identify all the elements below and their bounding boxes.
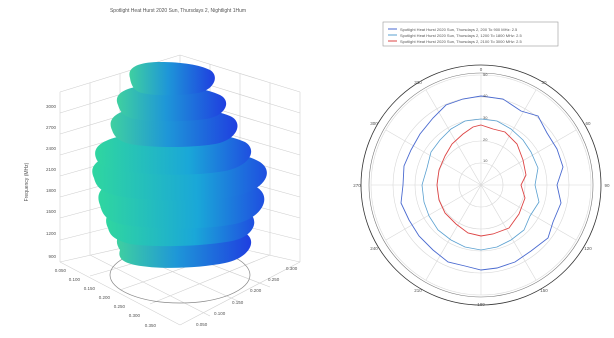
- z-tick: 2100: [46, 167, 57, 172]
- legend-label: Spotlight Heat Hurst 2020 Sun, Thursdays…: [400, 33, 522, 38]
- angle-label: 240: [370, 246, 378, 251]
- surface-layers: [92, 62, 267, 268]
- x-tick: 0.100: [69, 277, 81, 282]
- polar-outer-ring: [360, 64, 602, 306]
- y-tick: 0.250: [268, 277, 280, 282]
- y-tick: 0.300: [286, 266, 298, 271]
- surface-3d-plot: Spotlight Heat Hurst 2020 Sun, Thursdays…: [24, 8, 301, 328]
- angle-label: 270: [353, 183, 361, 188]
- x-tick: 0.250: [114, 304, 126, 309]
- angle-label: 30: [541, 80, 547, 85]
- radial-label: 20: [483, 137, 488, 142]
- polar-series-middle: [421, 118, 540, 251]
- polar-inner-ring: [368, 72, 594, 298]
- x-tick: 0.200: [99, 295, 111, 300]
- z-tick: 900: [48, 254, 56, 259]
- angle-label: 300: [370, 121, 378, 126]
- x-tick: 0.050: [55, 268, 67, 273]
- radial-label: 10: [483, 158, 488, 163]
- surface-3d-plot-panel: Spotlight Heat Hurst 2020 Sun, Thursdays…: [24, 8, 301, 328]
- z-tick: 3000: [46, 104, 57, 109]
- x-tick: 0.350: [145, 323, 157, 328]
- y-tick: 0.150: [232, 300, 244, 305]
- y-tick-labels: 0.050 0.100 0.150 0.200 0.250 0.300: [196, 266, 298, 327]
- angle-label: 330: [414, 80, 422, 85]
- legend-label: Spotlight Heat Hurst 2020 Sun, Thursdays…: [400, 27, 518, 32]
- x-tick-labels: 0.050 0.100 0.150 0.200 0.250 0.300 0.35…: [55, 268, 157, 328]
- polar-grid: [370, 74, 592, 296]
- x-tick: 0.300: [129, 313, 141, 318]
- legend-label: Spotlight Heat Hurst 2020 Sun, Thursdays…: [400, 39, 522, 44]
- angle-label: 150: [540, 288, 548, 293]
- z-tick: 2700: [46, 125, 57, 130]
- plot-title: Spotlight Heat Hurst 2020 Sun, Thursdays…: [110, 8, 246, 14]
- z-tick-labels: 3000 2700 2400 2100 1800 1500 1200 900: [46, 104, 57, 259]
- z-tick: 2400: [46, 146, 57, 151]
- angle-label: 180: [477, 302, 485, 307]
- z-tick: 1500: [46, 209, 57, 214]
- radial-label: 40: [483, 93, 488, 98]
- z-axis-label: Frequency (MHz): [24, 162, 30, 201]
- angle-label: 210: [414, 288, 422, 293]
- polar-series-outer: [400, 95, 564, 271]
- legend: Spotlight Heat Hurst 2020 Sun, Thursdays…: [382, 21, 559, 47]
- y-tick: 0.200: [250, 288, 262, 293]
- angle-label: 0: [480, 67, 483, 72]
- radial-label: 30: [483, 115, 488, 120]
- y-tick: 0.050: [196, 322, 208, 327]
- z-tick: 1800: [46, 188, 57, 193]
- angle-label: 120: [584, 246, 592, 251]
- radial-labels: 10 20 30 40 50: [483, 72, 488, 163]
- polar-series-inner: [436, 124, 527, 237]
- angle-label: 90: [604, 183, 610, 188]
- angle-labels: 0 30 60 90 120 150 180 210 240 270 300 3…: [353, 67, 610, 307]
- polar-plot: Spotlight Heat Hurst 2020 Sun, Thursdays…: [353, 21, 610, 307]
- radial-label: 50: [483, 72, 488, 77]
- y-tick: 0.100: [214, 311, 226, 316]
- angle-label: 60: [585, 121, 591, 126]
- polar-plot-panel: Spotlight Heat Hurst 2020 Sun, Thursdays…: [325, 0, 614, 338]
- x-tick: 0.150: [84, 286, 96, 291]
- z-tick: 1200: [46, 231, 57, 236]
